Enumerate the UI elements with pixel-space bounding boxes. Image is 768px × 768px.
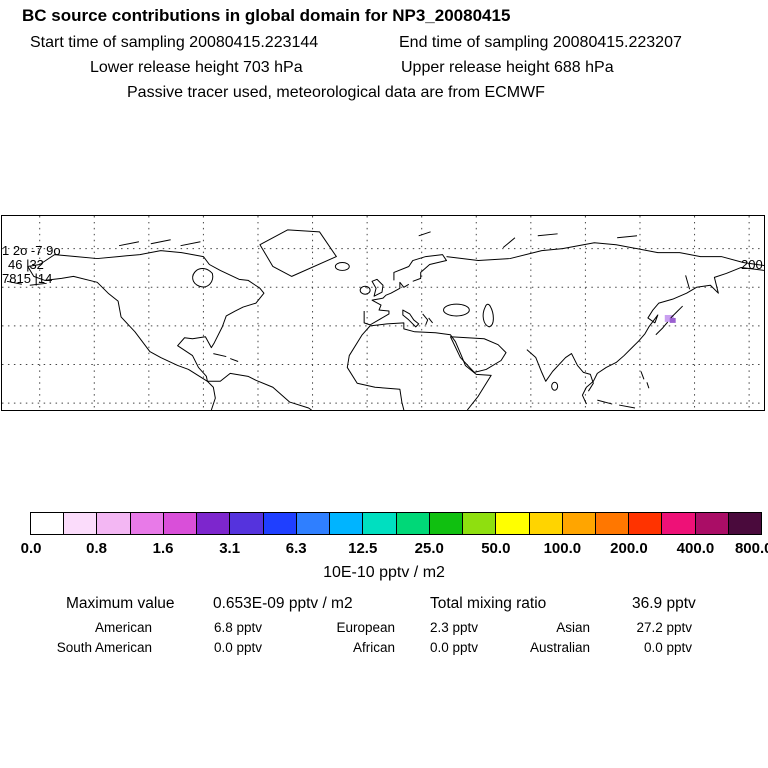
coastline-black-sea — [443, 303, 470, 317]
colorbar-segment — [462, 513, 496, 534]
colorbar-segment — [63, 513, 97, 534]
colorbar-tick-label: 6.3 — [285, 540, 307, 557]
coastline-iceland — [334, 262, 350, 271]
colorbar-tick-label: 25.0 — [414, 540, 444, 557]
colorbar-segment — [262, 513, 296, 534]
end-time-text: End time of sampling 20080415.223207 — [399, 34, 682, 51]
maximum-value-label: Maximum value — [66, 595, 175, 612]
colorbar-segment — [395, 513, 429, 534]
start-time-text: Start time of sampling 20080415.223144 — [30, 34, 319, 51]
coastline-sri-lanka — [551, 381, 559, 391]
coastline-africa — [346, 322, 492, 410]
colorbar-segment — [694, 513, 728, 534]
region-label: South American — [56, 640, 152, 655]
map-cluster-label: 1 2o -7 9o — [2, 243, 61, 258]
world-map-svg — [2, 216, 764, 410]
lower-release-text: Lower release height 703 hPa — [90, 59, 303, 76]
colorbar-segment — [162, 513, 197, 534]
upper-release-text: Upper release height 688 hPa — [401, 59, 614, 76]
region-value: 0.0 pptv — [213, 640, 262, 655]
region-label: Asian — [556, 620, 590, 635]
coastline-japan — [655, 305, 683, 336]
coastline-greenland — [259, 229, 337, 277]
colorbar-tick-label: 200.0 — [610, 540, 648, 557]
colorbar-tick-label: 400.0 — [676, 540, 715, 557]
colorbar-segment — [528, 513, 562, 534]
coastline-asia — [446, 242, 764, 405]
colorbar-tick-label: 0.8 — [86, 540, 107, 557]
colorbar — [30, 512, 762, 535]
colorbar-segment — [495, 513, 529, 534]
colorbar-tick-label: 100.0 — [543, 540, 582, 557]
coastline-india-se-asia — [526, 349, 594, 392]
total-mixing-ratio-label: Total mixing ratio — [430, 595, 547, 612]
region-value: 6.8 pptv — [213, 620, 262, 635]
plume-cell — [669, 317, 676, 323]
coastline-arctic-islands — [6, 231, 638, 286]
colorbar-tick-label: 1.6 — [152, 540, 174, 557]
region-label: American — [94, 620, 152, 635]
colorbar-segment — [96, 513, 130, 534]
region-value: 0.0 pptv — [429, 640, 478, 655]
tracer-note-text: Passive tracer used, meteorological data… — [127, 84, 545, 101]
region-value: 0.0 pptv — [643, 640, 692, 655]
colorbar-segment — [295, 513, 330, 534]
colorbar-segment — [628, 513, 662, 534]
coastline-ireland — [359, 285, 371, 295]
plume-cells — [664, 314, 676, 323]
colorbar-segment — [727, 513, 762, 534]
region-label: Australian — [529, 640, 590, 655]
colorbar-segment — [31, 513, 64, 534]
coastline-islands — [597, 371, 650, 409]
coastline-hudson-bay — [192, 268, 214, 288]
map-cluster-label: 7815 |14 — [2, 271, 53, 286]
colorbar-units: 10E-10 pptv / m2 — [323, 564, 445, 581]
colorbar-tick-label: 800.0 — [734, 540, 768, 557]
region-value: 27.2 pptv — [636, 620, 692, 635]
map-cluster-label: 200 — [741, 257, 763, 272]
region-label: African — [352, 640, 395, 655]
region-value: 2.3 pptv — [429, 620, 478, 635]
coastline-caribbean — [213, 353, 239, 362]
colorbar-segment — [561, 513, 595, 534]
coastline-caspian-sea — [482, 303, 494, 328]
coastline-arabia — [449, 336, 507, 373]
colorbar-segment — [229, 513, 263, 534]
page-title: BC source contributions in global domain… — [22, 6, 511, 25]
region-label: European — [336, 620, 395, 635]
region-stats-grid: American 6.8 pptv European 2.3 pptv Asian 27.… — [40, 620, 692, 655]
total-mixing-ratio-value: 36.9 pptv — [632, 595, 696, 612]
coastline-north-america — [27, 250, 265, 382]
colorbar-tick-label: 50.0 — [481, 540, 511, 557]
colorbar-segment — [129, 513, 163, 534]
colorbar-tick-label: 12.5 — [348, 540, 378, 557]
colorbar-tick-label: 0.0 — [20, 540, 42, 557]
colorbar-segment — [362, 513, 396, 534]
coastline-south-america — [206, 372, 312, 410]
colorbar-tick-labels: 0.0 0.8 1.6 3.1 6.3 12.5 25.0 50.0 100.0 200.0 400… — [21, 540, 768, 558]
map-cluster-label: 46 |32 — [8, 257, 44, 272]
coastline-europe — [363, 254, 447, 328]
colorbar-segment — [661, 513, 695, 534]
colorbar-segment — [196, 513, 230, 534]
map-gridlines — [2, 216, 764, 410]
coastlines — [6, 229, 764, 410]
colorbar-segment — [594, 513, 629, 534]
world-map: 1 2o -7 9o 46 |32 7815 |14 200 — [1, 215, 765, 411]
plume-cell — [664, 314, 674, 322]
colorbar-segment — [428, 513, 463, 534]
colorbar-tick-label: 3.1 — [219, 540, 241, 557]
colorbar-segment — [329, 513, 363, 534]
maximum-value-text: 0.653E-09 pptv / m2 — [213, 595, 353, 612]
